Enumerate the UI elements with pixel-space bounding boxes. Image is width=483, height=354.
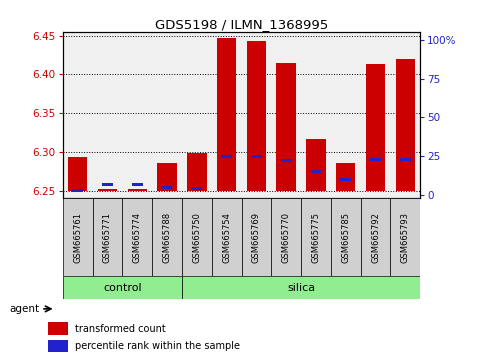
FancyBboxPatch shape [152, 198, 182, 276]
Bar [247, 41, 266, 190]
Bar [187, 153, 207, 190]
Bar [217, 38, 236, 190]
Text: GSM665775: GSM665775 [312, 212, 320, 263]
Text: agent: agent [10, 304, 40, 314]
Text: GSM665785: GSM665785 [341, 212, 350, 263]
Bar [48, 340, 68, 352]
Bar [400, 158, 411, 161]
FancyBboxPatch shape [63, 276, 182, 299]
Text: GSM665754: GSM665754 [222, 212, 231, 263]
FancyBboxPatch shape [301, 198, 331, 276]
FancyBboxPatch shape [331, 198, 361, 276]
Bar [370, 158, 381, 161]
Text: GSM665793: GSM665793 [401, 212, 410, 263]
Bar [162, 186, 172, 189]
Bar [68, 157, 87, 190]
FancyBboxPatch shape [93, 198, 122, 276]
Text: GSM665792: GSM665792 [371, 212, 380, 263]
Bar [251, 155, 262, 158]
Bar [221, 155, 232, 158]
FancyBboxPatch shape [361, 198, 390, 276]
Bar [336, 164, 355, 190]
Bar [396, 59, 415, 190]
FancyBboxPatch shape [182, 276, 420, 299]
Text: percentile rank within the sample: percentile rank within the sample [75, 341, 240, 351]
FancyBboxPatch shape [182, 198, 212, 276]
Text: silica: silica [287, 282, 315, 293]
Text: transformed count: transformed count [75, 324, 166, 333]
FancyBboxPatch shape [390, 198, 420, 276]
Bar [72, 189, 83, 192]
Bar [276, 63, 296, 190]
Bar [281, 159, 292, 162]
FancyBboxPatch shape [122, 198, 152, 276]
Bar [366, 64, 385, 190]
FancyBboxPatch shape [212, 198, 242, 276]
Text: GSM665750: GSM665750 [192, 212, 201, 263]
Bar [306, 139, 326, 190]
Bar [102, 183, 113, 186]
Bar [98, 189, 117, 190]
Text: GSM665769: GSM665769 [252, 212, 261, 263]
Bar [311, 170, 321, 173]
FancyBboxPatch shape [63, 198, 93, 276]
Bar [341, 178, 351, 181]
Text: GSM665774: GSM665774 [133, 212, 142, 263]
Bar [191, 187, 202, 190]
FancyBboxPatch shape [271, 198, 301, 276]
Text: GSM665788: GSM665788 [163, 212, 171, 263]
Text: control: control [103, 282, 142, 293]
Text: GSM665761: GSM665761 [73, 212, 82, 263]
Text: GSM665770: GSM665770 [282, 212, 291, 263]
Bar [48, 322, 68, 335]
Bar [157, 164, 177, 190]
FancyBboxPatch shape [242, 198, 271, 276]
Text: GSM665771: GSM665771 [103, 212, 112, 263]
Title: GDS5198 / ILMN_1368995: GDS5198 / ILMN_1368995 [155, 18, 328, 31]
Bar [132, 183, 142, 186]
Bar [128, 189, 147, 190]
